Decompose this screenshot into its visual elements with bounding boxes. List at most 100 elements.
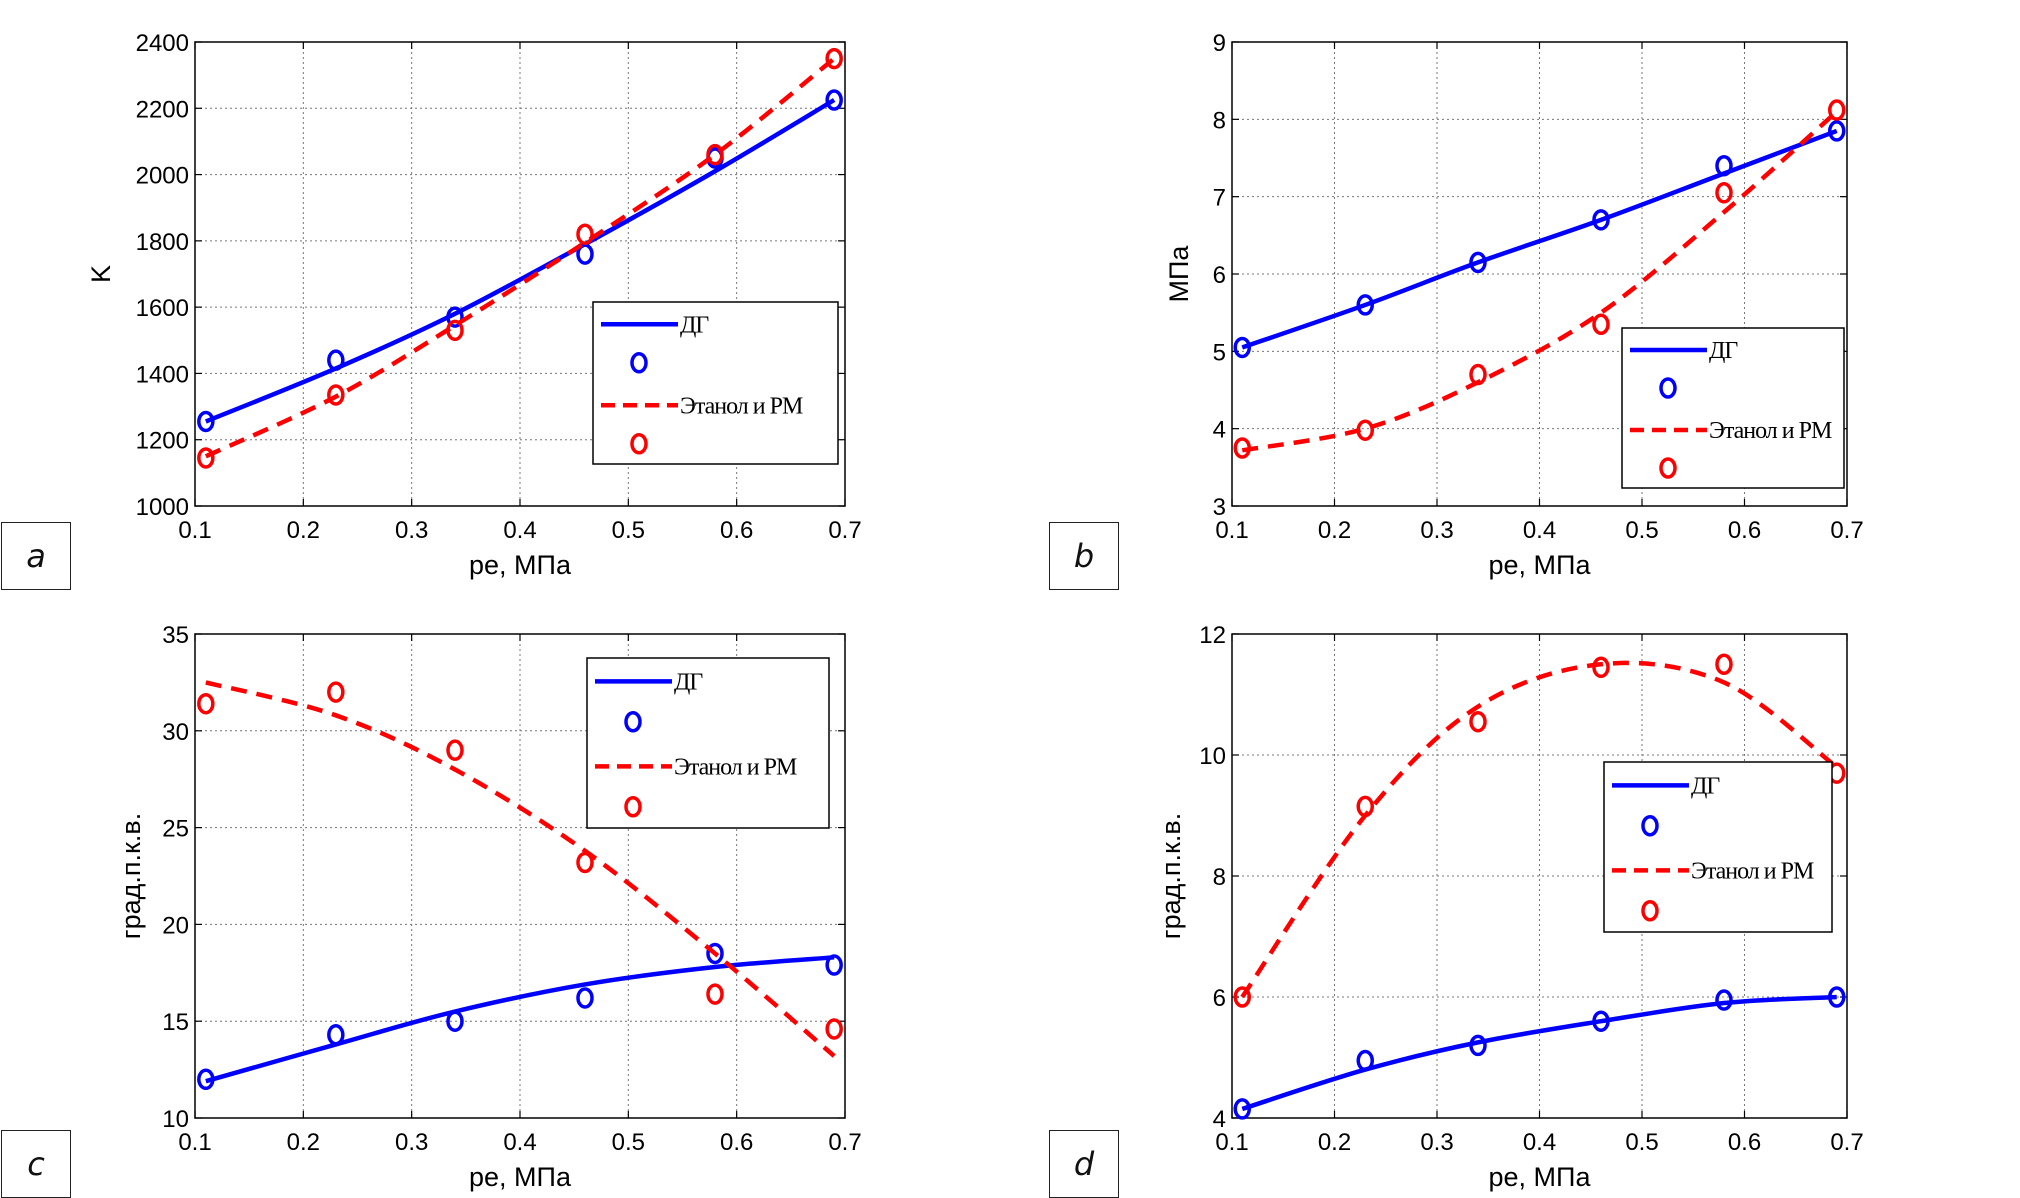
- y-tick-label: 5: [1213, 339, 1226, 366]
- y-tick-label: 9: [1213, 30, 1226, 57]
- data-point: [446, 1010, 464, 1032]
- data-point: [197, 410, 215, 433]
- y-tick-label: 2200: [136, 96, 189, 123]
- data-point: [1233, 437, 1251, 459]
- legend-marker: [1659, 457, 1677, 479]
- x-axis-label: pe, МПа: [1489, 550, 1592, 580]
- y-tick-label: 1400: [136, 361, 189, 388]
- series-line-ethanol: [205, 680, 836, 1058]
- y-tick-label: 20: [162, 912, 189, 939]
- legend-label: ДГ: [1691, 773, 1720, 799]
- data-point: [446, 306, 464, 328]
- legend-marker: [624, 711, 642, 733]
- data-point: [1469, 1034, 1487, 1057]
- y-tick-label: 1000: [136, 494, 189, 521]
- legend-box: [1603, 761, 1833, 933]
- legend-box: [1621, 327, 1845, 489]
- y-tick-label: 12: [1199, 622, 1226, 649]
- data-point: [327, 681, 345, 703]
- data-point: [576, 243, 594, 265]
- legend: ДГ Этанол и РМ: [1603, 761, 1833, 933]
- data-point: [1828, 99, 1846, 121]
- x-tick-label: 0.6: [1728, 517, 1761, 544]
- legend-label: ДГ: [1709, 338, 1738, 364]
- x-tick-label: 0.4: [1523, 517, 1556, 544]
- series-line-ethanol: [1241, 109, 1839, 453]
- y-axis-label: МПа: [1164, 245, 1194, 303]
- x-tick-label: 0.5: [612, 1129, 645, 1156]
- x-tick-label: 0.2: [287, 517, 320, 544]
- x-tick-label: 0.2: [1318, 517, 1351, 544]
- legend-marker: [1641, 815, 1659, 837]
- data-point: [825, 954, 843, 976]
- x-axis-label: pe, МПа: [469, 550, 572, 580]
- data-point: [825, 47, 843, 70]
- x-tick-label: 0.3: [395, 1129, 428, 1156]
- legend-marker: [1641, 900, 1659, 922]
- y-tick-label: 10: [162, 1106, 189, 1133]
- data-point: [1592, 313, 1610, 336]
- chart-a: 0.1 0.2 0.3 0.4 0.5 0.6 0.7 1000 1200 1400 1600 180…: [86, 30, 862, 580]
- data-point: [1356, 294, 1374, 316]
- data-point: [197, 447, 215, 469]
- data-point: [825, 1018, 843, 1040]
- chart-c: 0.1 0.2 0.3 0.4 0.5 0.6 0.7 10 15 20 25 30 35 pe, МПа…: [116, 622, 862, 1192]
- x-axis-label: pe, МПа: [469, 1162, 572, 1192]
- y-tick-label: 1200: [136, 428, 189, 455]
- y-tick-label: 2400: [136, 30, 189, 57]
- series-line-ethanol: [1240, 660, 1839, 999]
- data-point: [825, 89, 843, 111]
- data-point: [1592, 1010, 1610, 1032]
- x-tick-label: 0.4: [503, 1129, 536, 1156]
- y-tick-label: 6: [1213, 985, 1226, 1012]
- data-point: [327, 1024, 345, 1046]
- x-tick-label: 0.5: [612, 517, 645, 544]
- x-tick-label: 0.7: [828, 1129, 861, 1156]
- panel-label-b: b: [1049, 522, 1119, 590]
- y-tick-label: 35: [162, 622, 189, 649]
- data-point: [1715, 989, 1733, 1011]
- data-point: [1828, 120, 1846, 142]
- series-line-dg: [204, 98, 836, 424]
- legend-label: ДГ: [680, 312, 709, 338]
- y-tick-label: 8: [1213, 107, 1226, 134]
- x-tick-label: 0.3: [395, 517, 428, 544]
- legend-marker: [624, 796, 642, 818]
- data-point: [446, 739, 464, 761]
- data-point: [1592, 209, 1610, 231]
- data-point: [576, 987, 594, 1009]
- y-tick-label: 10: [1199, 743, 1226, 770]
- data-point: [1469, 251, 1487, 274]
- data-point: [1356, 419, 1374, 441]
- y-tick-label: 25: [162, 816, 189, 843]
- y-axis-label: K: [86, 265, 116, 283]
- y-tick-label: 3: [1213, 494, 1226, 521]
- legend-label: Этанол и РМ: [680, 393, 803, 419]
- legend-marker: [630, 352, 648, 374]
- chart-b: 0.1 0.2 0.3 0.4 0.5 0.6 0.7 3 4 5 6 7 8 9 pe, МПа МПа ДГ…: [1164, 30, 1864, 580]
- x-tick-label: 0.3: [1420, 1129, 1453, 1156]
- legend-marker: [630, 433, 648, 455]
- data-point: [197, 1068, 215, 1091]
- x-tick-label: 0.3: [1420, 517, 1453, 544]
- x-tick-label: 0.2: [1318, 1129, 1351, 1156]
- data-point: [197, 692, 215, 715]
- data-point: [1233, 336, 1251, 359]
- data-point: [1356, 1049, 1374, 1072]
- data-point: [1715, 154, 1733, 177]
- panel-label-a: a: [1, 522, 71, 590]
- x-tick-label: 0.4: [503, 517, 536, 544]
- data-point: [1715, 653, 1733, 675]
- chart-d: 0.1 0.2 0.3 0.4 0.5 0.6 0.7 4 6 8 10 12 pe, МПа град.…: [1156, 622, 1864, 1192]
- x-tick-label: 0.7: [828, 517, 861, 544]
- data-point: [1828, 986, 1846, 1008]
- series-line-ethanol: [204, 56, 836, 459]
- y-tick-label: 6: [1213, 262, 1226, 289]
- y-tick-label: 1600: [136, 295, 189, 322]
- x-tick-label: 0.2: [287, 1129, 320, 1156]
- data-point: [1233, 1098, 1251, 1120]
- data-point: [1592, 656, 1610, 679]
- x-tick-label: 0.6: [720, 517, 753, 544]
